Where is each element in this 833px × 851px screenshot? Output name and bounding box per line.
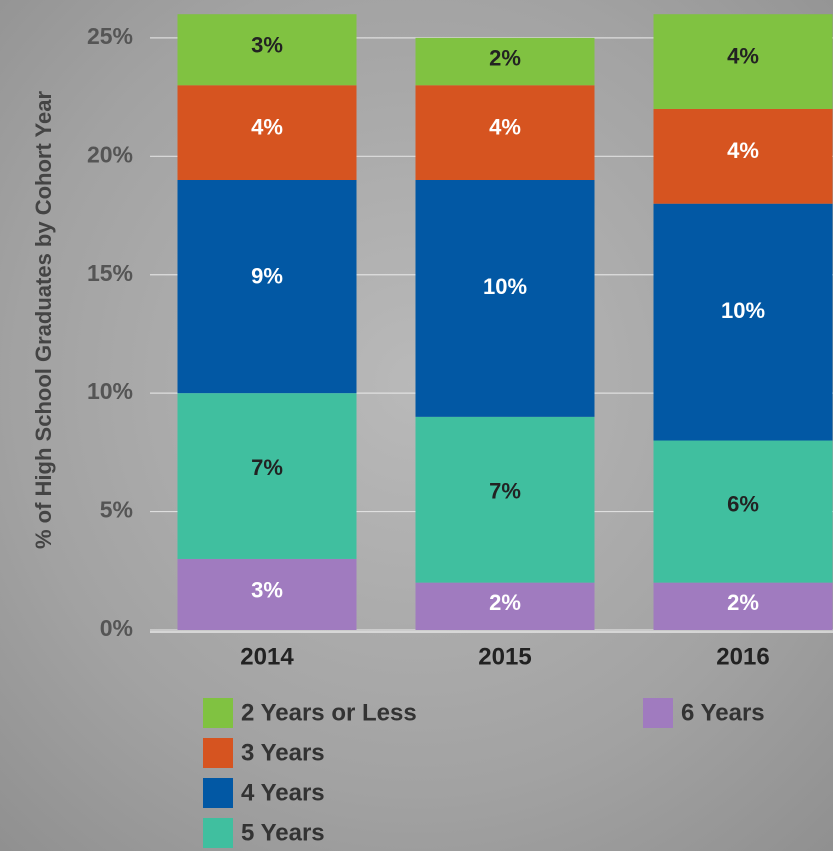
bar-segment [415,416,595,583]
x-tick-label: 2014 [240,643,294,670]
legend-label: 5 Years [241,819,325,846]
bar-segment [653,582,833,630]
value-label: 4% [489,114,521,139]
bar-segment [177,180,357,394]
legend-swatch [203,738,233,768]
bar-segment [415,180,595,417]
legend-label: 4 Years [241,779,325,806]
y-tick-label: 15% [87,260,133,286]
bar-segment [177,393,357,559]
value-label: 2% [489,45,521,70]
bar-segment [177,558,357,630]
bar-segment [177,14,357,86]
bar-segment [653,203,833,441]
y-axis-title: % of High School Graduates by Cohort Yea… [31,91,56,549]
value-label: 3% [251,33,283,58]
bar-segment [415,37,595,86]
value-label: 4% [251,114,283,139]
value-label: 2% [489,590,521,615]
legend-swatch [643,698,673,728]
bars: 3% 7% 9% 4% 3% 2% 7% 10% 4% 2% 2% 6% 10% 4% 4% [177,14,833,630]
y-tick-label: 20% [87,141,133,167]
bar-segment [653,108,833,204]
x-tick-label: 2016 [716,643,769,670]
y-tick-label: 10% [87,378,133,404]
legend-label: 6 Years [681,699,765,726]
legend-label: 2 Years or Less [241,699,417,726]
y-tick-label: 5% [100,497,133,523]
value-label: 4% [727,43,759,68]
y-tick-label: 25% [87,23,133,49]
bar-segment [653,440,833,583]
bar-segment [177,85,357,180]
value-label: 10% [721,298,765,323]
value-label: 2% [727,590,759,615]
legend-label: 3 Years [241,739,325,766]
legend-swatch [203,778,233,808]
legend-swatch [203,698,233,728]
bar-segment [415,85,595,180]
value-label: 10% [483,274,527,299]
value-label: 9% [251,263,283,288]
y-tick-label: 0% [100,615,133,641]
value-label: 3% [251,577,283,602]
value-label: 7% [489,479,521,504]
x-tick-label: 2015 [478,643,531,670]
legend-swatch [203,818,233,848]
value-label: 6% [727,491,759,516]
bar-segment [415,582,595,630]
value-label: 4% [727,138,759,163]
value-label: 7% [251,455,283,480]
bar-segment [653,14,833,109]
